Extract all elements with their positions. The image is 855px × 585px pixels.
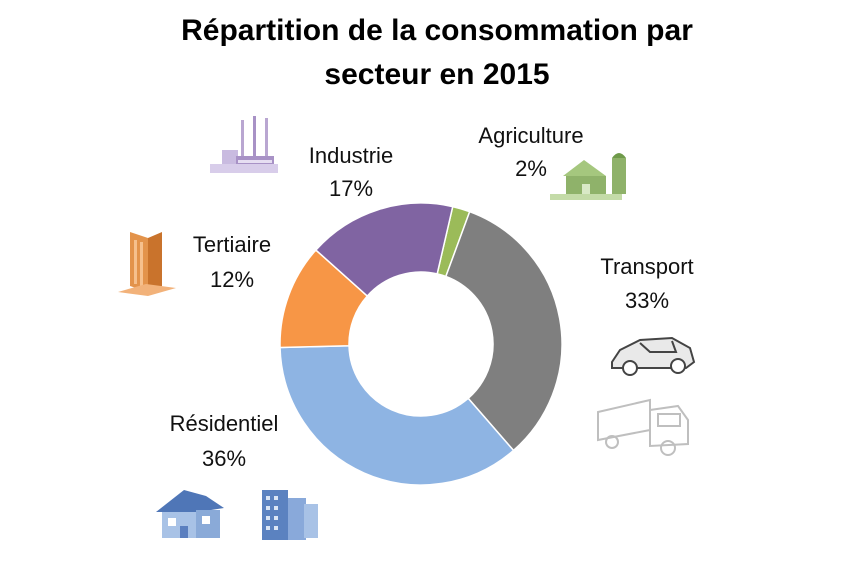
truck-icon [597, 398, 689, 456]
label-agriculture-value: 2% [515, 156, 547, 181]
label-industrie-name: Industrie [309, 143, 393, 168]
office-tower-icon [118, 232, 176, 296]
farm-icon [550, 153, 626, 200]
label-tertiaire-value: 12% [210, 267, 254, 292]
slice-transport [444, 210, 563, 452]
label-tertiaire-name: Tertiaire [193, 232, 271, 257]
label-transport-name: Transport [600, 254, 693, 279]
label-agriculture-name: Agriculture [478, 123, 583, 148]
slice-residentiel [279, 344, 515, 486]
apartment-building-icon [262, 490, 318, 540]
slice-industrie [314, 202, 454, 298]
factory-icon [210, 116, 278, 173]
label-residentiel-value: 36% [202, 446, 246, 471]
chart-title-line-2: secteur en 2015 [324, 58, 549, 91]
house-icon [156, 490, 224, 538]
label-residentiel-name: Résidentiel [170, 411, 279, 436]
label-industrie-value: 17% [329, 176, 373, 201]
car-icon [611, 336, 696, 376]
label-transport-value: 33% [625, 288, 669, 313]
chart-title-line-1: Répartition de la consommation par [181, 14, 693, 47]
donut-slices [279, 202, 563, 486]
